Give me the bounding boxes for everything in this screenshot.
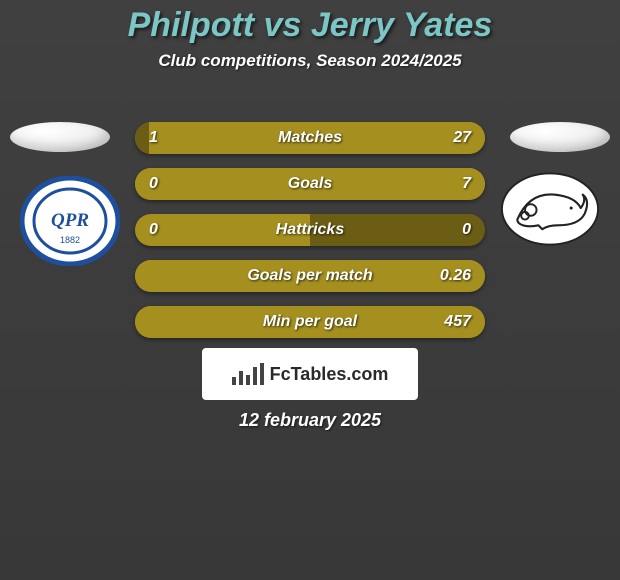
stat-value-right: 27: [425, 129, 485, 147]
stat-label: Matches: [195, 129, 425, 147]
bar-chart-icon: [232, 363, 264, 385]
club-badge-left: QPR 1882: [20, 176, 120, 266]
player-avatar-left: [10, 122, 110, 152]
stat-row: 0Goals7: [135, 168, 485, 200]
stat-value-left: 1: [135, 129, 195, 147]
stat-label: Goals per match: [195, 267, 425, 285]
club-badge-right: [500, 164, 600, 254]
footer-brand-text: FcTables.com: [270, 364, 389, 385]
stat-label: Hattricks: [195, 221, 425, 239]
stat-row: Min per goal457: [135, 306, 485, 338]
stat-label: Goals: [195, 175, 425, 193]
subtitle: Club competitions, Season 2024/2025: [0, 51, 620, 71]
stat-row: 1Matches27: [135, 122, 485, 154]
badge-letters: QPR: [51, 210, 89, 231]
stat-value-left: 0: [135, 175, 195, 193]
date-text: 12 february 2025: [0, 410, 620, 431]
stat-value-right: 0: [425, 221, 485, 239]
stat-row: 0Hattricks0: [135, 214, 485, 246]
badge-year: 1882: [60, 235, 80, 245]
stat-value-right: 7: [425, 175, 485, 193]
stats-panel: 1Matches270Goals70Hattricks0Goals per ma…: [135, 122, 485, 352]
stat-label: Min per goal: [195, 313, 425, 331]
page-title: Philpott vs Jerry Yates: [0, 0, 620, 45]
stat-value-left: 0: [135, 221, 195, 239]
stat-value-right: 457: [425, 313, 485, 331]
stat-value-right: 0.26: [425, 267, 485, 285]
footer-brand: FcTables.com: [202, 348, 418, 400]
stat-row: Goals per match0.26: [135, 260, 485, 292]
player-avatar-right: [510, 122, 610, 152]
